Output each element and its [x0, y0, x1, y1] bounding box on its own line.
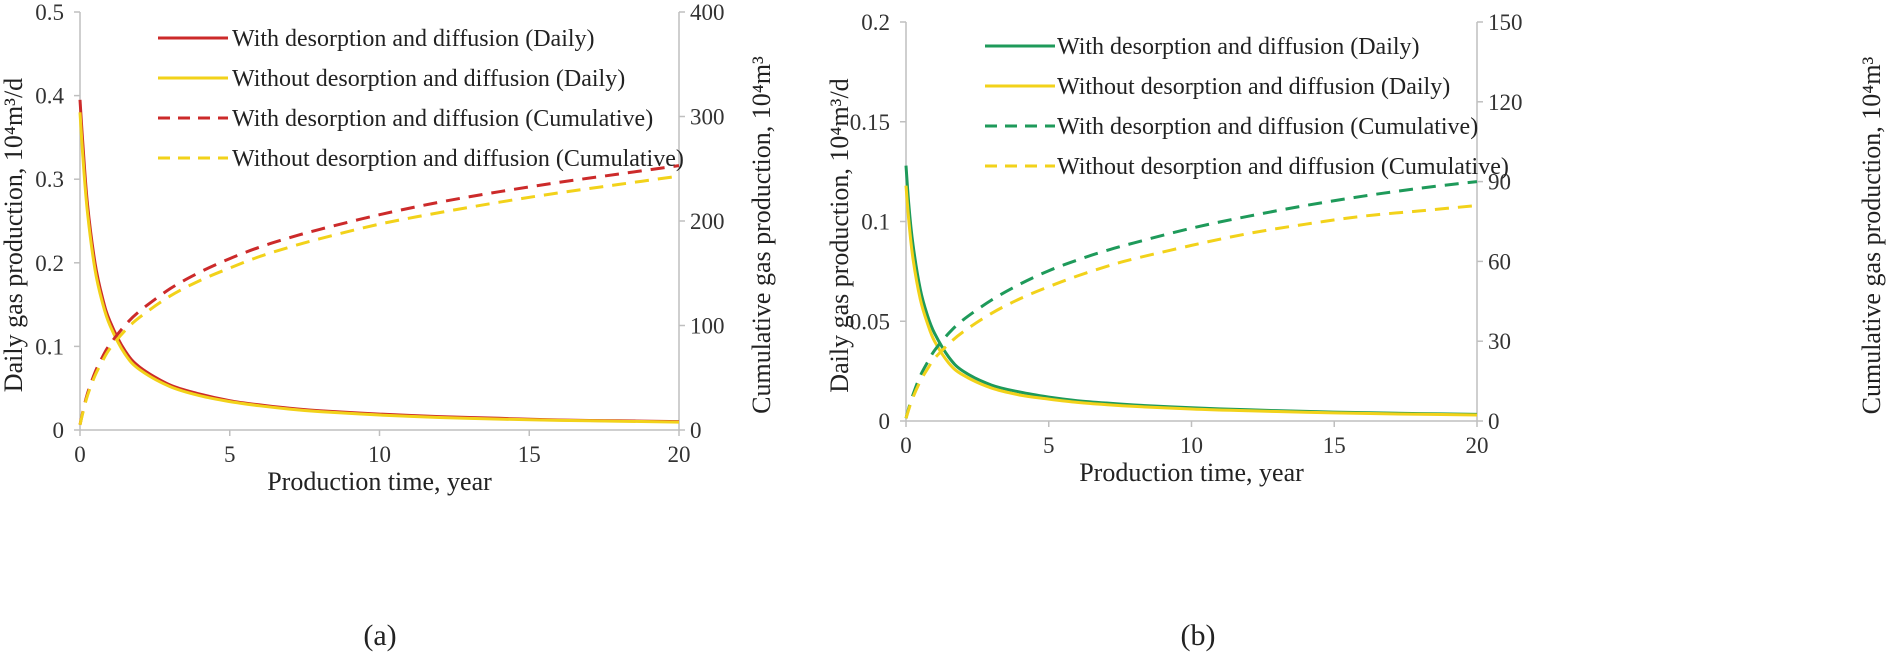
- panel-caption: (b): [1181, 619, 1216, 652]
- legend: With desorption and diffusion (Daily) Wit…: [985, 34, 1509, 180]
- y-tick-label: 0.4: [35, 84, 64, 109]
- y2-tick-label: 30: [1488, 329, 1511, 354]
- y2-tick-label: 90: [1488, 170, 1511, 195]
- panel-caption: (a): [363, 619, 396, 652]
- legend-label: Without desorption and diffusion (Cumula…: [1057, 154, 1509, 180]
- x-tick-label: 15: [518, 442, 541, 467]
- series-line-2: [78, 112, 680, 424]
- panel-b: 0 0.05 0.1 0.15 0.2 0 30 60 90 120 150 0 5 10 15 20 Prod…: [825, 10, 1886, 652]
- y-tick-label: 0.5: [35, 0, 64, 25]
- panel-a: 0 0.1 0.2 0.3 0.4 0.5 0 100 200 300 400 0 5 10 15 20 Pro…: [0, 0, 776, 652]
- x-tick-label: 5: [1043, 433, 1055, 458]
- y-tick-label: 0.15: [850, 110, 890, 135]
- series-line-3: [904, 180, 1478, 419]
- y-tick-label: 0.3: [35, 167, 64, 192]
- y2-tick-label: 400: [690, 0, 725, 25]
- y2-tick-label: 100: [690, 314, 725, 339]
- y-tick-label: 0: [53, 418, 65, 443]
- legend-label: With desorption and diffusion (Cumulativ…: [232, 106, 653, 132]
- y-tick-label: 0.1: [861, 210, 890, 235]
- y2-tick-label: 0: [690, 418, 702, 443]
- y-tick-label: 0: [879, 409, 891, 434]
- y2-tick-label: 300: [690, 105, 725, 130]
- series-line-4: [904, 204, 1478, 419]
- y-tick-label: 0.2: [861, 10, 890, 35]
- x-tick-label: 10: [368, 442, 391, 467]
- y-tick-label: 0.05: [850, 309, 890, 334]
- y-axis-title: Daily gas production, 10⁴m³/d: [0, 78, 28, 392]
- legend-label: Without desorption and diffusion (Daily): [1057, 74, 1450, 100]
- legend-label: With desorption and diffusion (Daily): [1057, 34, 1420, 60]
- series-line-4: [78, 174, 680, 426]
- series-line-2: [904, 185, 1478, 417]
- y-axis-title: Daily gas production, 10⁴m³/d: [825, 78, 854, 392]
- legend: With desorption and diffusion (Daily) Wit…: [158, 26, 684, 172]
- legend-label: Without desorption and diffusion (Daily): [232, 66, 625, 92]
- y-tick-label: 0.2: [35, 251, 64, 276]
- y2-tick-label: 60: [1488, 249, 1511, 274]
- y2-tick-label: 200: [690, 209, 725, 234]
- y2-tick-label: 150: [1488, 10, 1523, 35]
- x-tick-label: 5: [224, 442, 236, 467]
- x-tick-label: 20: [1466, 433, 1489, 458]
- x-tick-label: 0: [74, 442, 86, 467]
- x-axis-title: Production time, year: [267, 467, 492, 496]
- x-tick-label: 20: [668, 442, 691, 467]
- y2-tick-label: 120: [1488, 90, 1523, 115]
- y-tick-label: 0.1: [35, 334, 64, 359]
- y2-axis-title: Cumulative gas production, 10⁴m³: [747, 56, 776, 414]
- x-tick-label: 10: [1180, 433, 1203, 458]
- x-tick-label: 0: [900, 433, 912, 458]
- legend-label: With desorption and diffusion (Cumulativ…: [1057, 114, 1478, 140]
- x-tick-label: 15: [1323, 433, 1346, 458]
- series-line-1: [904, 165, 1478, 416]
- y2-axis-title: Cumulative gas production, 10⁴m³: [1857, 56, 1886, 414]
- legend-label: With desorption and diffusion (Daily): [232, 26, 595, 52]
- y2-tick-label: 0: [1488, 409, 1500, 434]
- x-axis-title: Production time, year: [1079, 458, 1304, 487]
- legend-label: Without desorption and diffusion (Cumula…: [232, 146, 684, 172]
